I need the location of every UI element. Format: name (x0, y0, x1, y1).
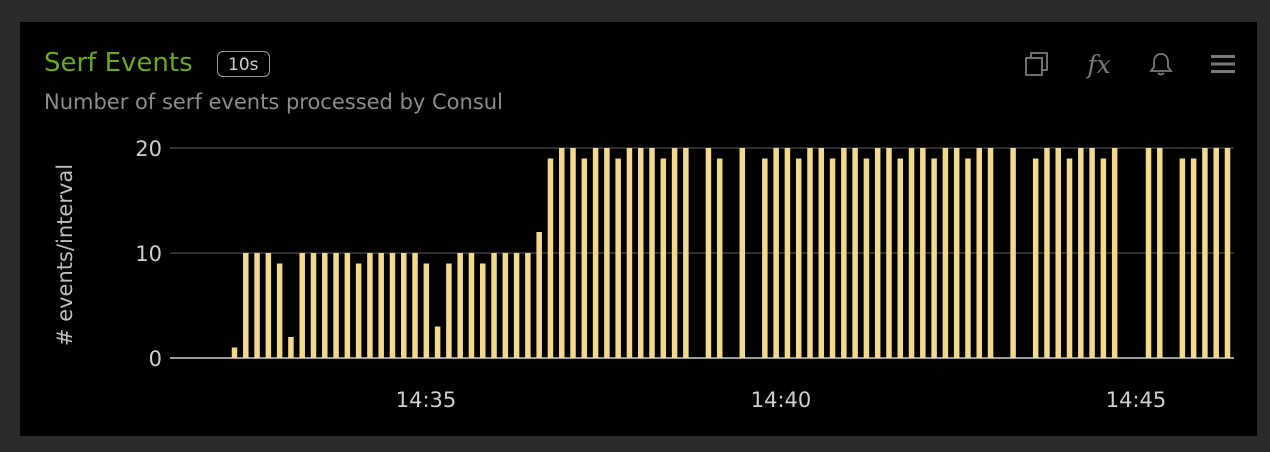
bar (1100, 158, 1107, 358)
bar (965, 158, 971, 358)
x-tick-label: 14:45 (1106, 388, 1167, 412)
bar (1010, 148, 1016, 358)
bar (976, 148, 982, 358)
x-tick-label: 14:40 (751, 388, 812, 412)
bar (367, 253, 373, 358)
y-tick-label: 0 (149, 347, 162, 371)
bar (570, 148, 576, 358)
bar (626, 148, 633, 358)
bar (671, 148, 678, 358)
bar (513, 253, 520, 358)
y-tick-label: 10 (135, 242, 162, 266)
bar (322, 253, 328, 358)
panel-title[interactable]: Serf Events (44, 48, 193, 78)
bar (773, 148, 779, 358)
bar (502, 253, 509, 358)
bar (1032, 158, 1039, 358)
bar (581, 158, 588, 358)
bar (649, 148, 655, 358)
bar (637, 148, 644, 358)
bar (660, 158, 667, 358)
bar (276, 263, 283, 358)
bar (1224, 148, 1231, 358)
bar (908, 148, 915, 358)
bar (536, 232, 542, 358)
bar (231, 347, 238, 358)
bar (265, 253, 272, 358)
bar (378, 253, 384, 358)
bar (1145, 148, 1152, 358)
bar (1089, 148, 1095, 358)
bar (547, 158, 554, 358)
bar (762, 158, 768, 358)
bar (987, 148, 994, 358)
bell-icon[interactable] (1147, 50, 1175, 78)
bar (852, 148, 858, 358)
bar (389, 253, 396, 358)
y-tick-label: 20 (135, 137, 162, 161)
bar (1078, 148, 1084, 358)
bar (288, 337, 294, 358)
bar (310, 253, 317, 358)
bar (1213, 148, 1219, 358)
bar (243, 253, 249, 358)
bar (480, 263, 486, 358)
bar (716, 158, 723, 358)
bar (807, 148, 813, 358)
bar (1157, 148, 1163, 358)
bar (1066, 158, 1073, 358)
y-axis-label: # events/interval (53, 164, 77, 346)
bar (863, 158, 870, 358)
bar (1179, 158, 1186, 358)
bar (446, 263, 452, 358)
bar (942, 148, 949, 358)
panel-toolbar: fx (1023, 49, 1237, 79)
bar (829, 158, 836, 358)
bar (558, 148, 565, 358)
bar (886, 148, 892, 358)
bar (592, 148, 599, 358)
bar (604, 148, 610, 358)
bar (299, 253, 305, 358)
bar (412, 253, 418, 358)
function-icon[interactable]: fx (1087, 49, 1111, 79)
bar (1044, 148, 1050, 358)
bar (525, 253, 531, 358)
bar (1202, 148, 1208, 358)
serf-events-chart: 0 10 20 # events/interval 14:35 14:40 14:45 (53, 137, 1234, 412)
panel-subtitle: Number of serf events processed by Consu… (44, 90, 503, 114)
bar (423, 263, 430, 358)
x-tick-label: 14:35 (396, 388, 457, 412)
bar (333, 253, 339, 358)
bar (491, 253, 497, 358)
bar (818, 148, 825, 358)
interval-badge: 10s (217, 51, 270, 77)
bar (841, 148, 847, 358)
bar (795, 158, 802, 358)
menu-icon[interactable] (1209, 50, 1237, 78)
serf-events-panel: Serf Events 10s Number of serf events pr… (20, 22, 1257, 436)
bar (784, 148, 791, 358)
bar (705, 148, 712, 358)
bar (953, 148, 960, 358)
bar (874, 148, 881, 358)
bar (355, 263, 362, 358)
copy-icon[interactable] (1023, 50, 1051, 78)
bar (254, 253, 260, 358)
bar (434, 326, 441, 358)
bar (1190, 158, 1197, 358)
bar (683, 148, 689, 358)
bar (931, 158, 937, 358)
bar (1111, 148, 1118, 358)
bar (457, 253, 463, 358)
bar (897, 158, 904, 358)
bar (1055, 148, 1061, 358)
bar (401, 253, 407, 358)
bar (344, 253, 351, 358)
bar (920, 148, 926, 358)
bar (468, 253, 475, 358)
bar (739, 148, 746, 358)
bar (615, 158, 621, 358)
